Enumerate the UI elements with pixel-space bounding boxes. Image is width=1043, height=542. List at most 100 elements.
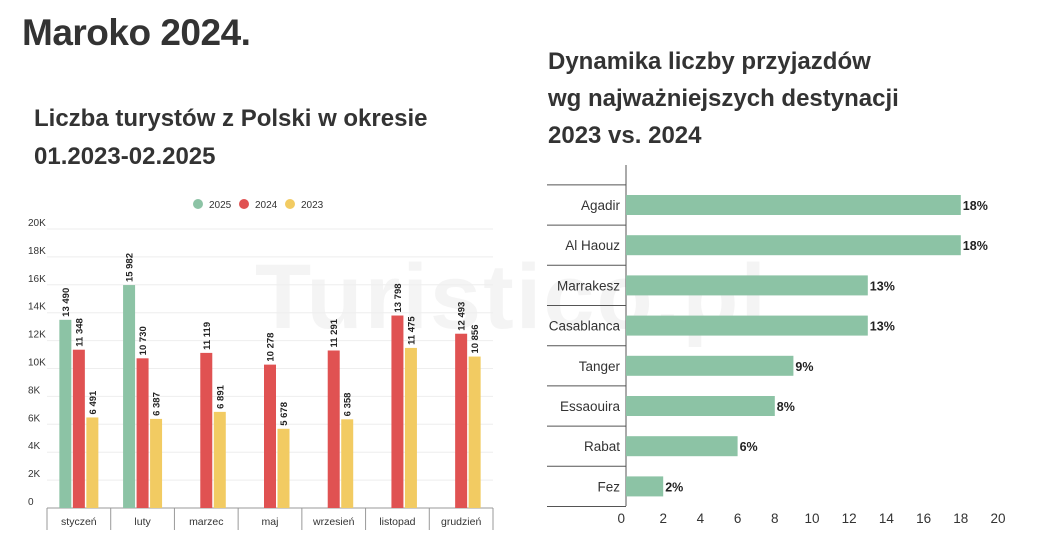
hbar [626,476,664,497]
x-tick-label: 18 [953,511,968,526]
bar-2024 [391,315,404,508]
bar-2023 [468,356,481,508]
data-label: 6 358 [343,393,354,417]
right-chart-title-line: wg najważniejszych destynacji [548,85,899,112]
y-tick-label: Casablanca [549,319,621,334]
data-label: 6 491 [88,390,99,414]
x-tick-label: 14 [879,511,895,526]
legend-label: 2023 [301,200,324,211]
right-chart-title-line: Dynamika liczby przyjazdów [548,48,871,75]
bar-2023 [86,417,99,508]
data-label: 13% [870,320,895,334]
bar-2024 [455,333,468,508]
data-label: 18% [963,239,988,253]
data-label: 11 291 [329,318,340,347]
x-tick-label: wrzesień [312,516,355,528]
data-label: 6% [740,440,758,454]
x-tick-label: listopad [379,516,415,528]
y-tick-label: 8K [28,385,41,396]
y-tick-label: Al Haouz [565,238,620,253]
x-tick-label: 8 [771,511,779,526]
y-tick-label: Tanger [579,359,621,374]
y-tick-label: 6K [28,413,41,424]
page-title: Maroko 2024. [22,12,251,53]
data-label: 10 856 [470,324,481,353]
bar-2023 [213,411,226,508]
bar-2023 [404,347,417,508]
x-tick-label: 20 [990,511,1005,526]
y-tick-label: 12K [28,330,46,341]
left-chart-title-line: Liczba turystów z Polski w okresie [34,105,428,132]
y-tick-label: 4K [28,441,41,452]
y-tick-label: 14K [28,302,46,313]
x-tick-label: 2 [659,511,667,526]
bar-2024 [72,349,85,508]
bar-2024 [327,350,340,508]
hbar [626,396,775,416]
y-tick-label: Rabat [584,439,620,454]
data-label: 5 678 [279,402,290,426]
data-label: 8% [777,400,795,414]
data-label: 11 475 [406,316,417,345]
legend-swatch [193,199,203,209]
data-label: 10 730 [138,326,149,355]
y-tick-label: Essaouira [560,399,621,414]
legend-swatch [239,199,249,209]
x-tick-label: 10 [804,511,819,526]
hbar [626,436,738,457]
y-tick-label: 20K [28,218,46,229]
bar-2024 [136,358,149,508]
hbar [626,355,794,376]
data-label: 13% [870,279,895,293]
data-label: 6 891 [215,384,226,408]
y-tick-label: 0 [28,497,34,508]
data-label: 11 348 [74,318,85,347]
x-tick-label: 12 [842,511,857,526]
y-tick-label: Fez [597,479,620,494]
x-tick-label: 0 [617,511,625,526]
y-tick-label: Marrakesz [557,278,620,293]
x-tick-label: styczeń [61,516,97,528]
right-chart-title-line: 2023 vs. 2024 [548,122,702,149]
bar-2023 [277,428,290,508]
left-chart-title-line: 01.2023-02.2025 [34,143,216,170]
hbar [626,275,868,296]
bar-2025 [59,319,72,508]
x-tick-label: luty [134,516,151,528]
y-tick-label: 18K [28,246,46,257]
data-label: 6 387 [152,392,163,416]
data-label: 13 798 [393,283,404,312]
bar-2023 [150,418,163,508]
x-tick-label: 4 [697,511,705,526]
bar-2024 [264,364,276,508]
data-label: 10 278 [266,333,277,362]
data-label: 2% [665,480,683,494]
x-tick-label: maj [262,516,279,528]
x-tick-label: 16 [916,511,931,526]
x-tick-label: grudzień [441,516,481,528]
hbar [626,235,961,256]
data-label: 15 982 [125,253,136,282]
bar-2023 [341,419,354,508]
left-chart-title: Liczba turystów z Polski w okresie 01.20… [34,100,474,176]
data-label: 13 490 [61,288,72,317]
legend-label: 2024 [255,200,278,211]
hbar [626,315,868,336]
right-chart-title: Dynamika liczby przyjazdów wg najważniej… [548,43,1028,154]
bar-2025 [123,285,136,508]
x-tick-label: 6 [734,511,742,526]
data-label: 11 119 [202,322,213,350]
hbar [626,195,961,215]
bar-2024 [200,352,213,508]
y-tick-label: 10K [28,358,46,369]
legend-label: 2025 [209,200,232,211]
data-label: 18% [963,199,988,213]
data-label: 12 493 [457,302,468,331]
y-tick-label: 2K [28,469,41,480]
x-tick-label: marzec [189,516,223,528]
y-tick-label: 16K [28,274,46,285]
legend-swatch [285,199,295,209]
data-label: 9% [795,360,813,374]
y-tick-label: Agadir [581,198,621,213]
